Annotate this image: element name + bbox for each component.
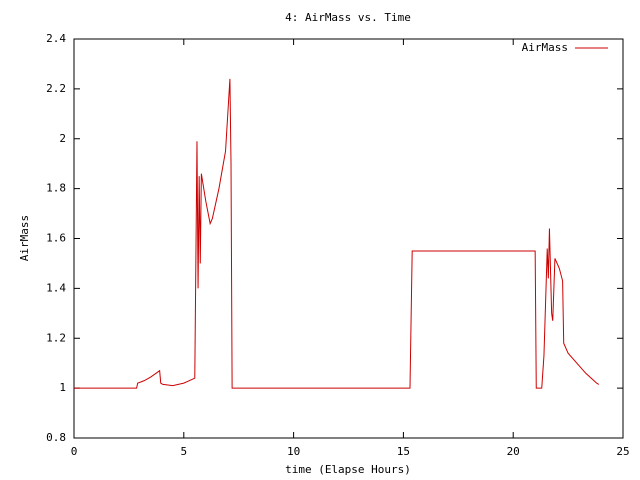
y-tick-label: 2 <box>59 132 66 145</box>
y-tick-label: 0.8 <box>46 431 66 444</box>
y-tick-label: 2.2 <box>46 82 66 95</box>
data-line <box>74 78 600 389</box>
x-tick-label: 0 <box>71 445 78 458</box>
chart-title: 4: AirMass vs. Time <box>285 11 411 24</box>
y-tick-label: 2.4 <box>46 32 66 45</box>
y-tick-label: 1 <box>59 381 66 394</box>
legend-label: AirMass <box>522 41 568 54</box>
y-axis-label: AirMass <box>18 215 31 261</box>
x-tick-label: 10 <box>287 445 300 458</box>
x-tick-label: 5 <box>180 445 187 458</box>
plot-border <box>73 38 624 439</box>
x-tick-label: 15 <box>397 445 410 458</box>
y-tick-label: 1.2 <box>46 331 66 344</box>
x-axis-label: time (Elapse Hours) <box>285 463 411 476</box>
y-tick-label: 1.4 <box>46 281 66 294</box>
x-tick-label: 25 <box>616 445 629 458</box>
x-tick-label: 20 <box>507 445 520 458</box>
y-tick-label: 1.8 <box>46 182 66 195</box>
y-tick-label: 1.6 <box>46 232 66 245</box>
